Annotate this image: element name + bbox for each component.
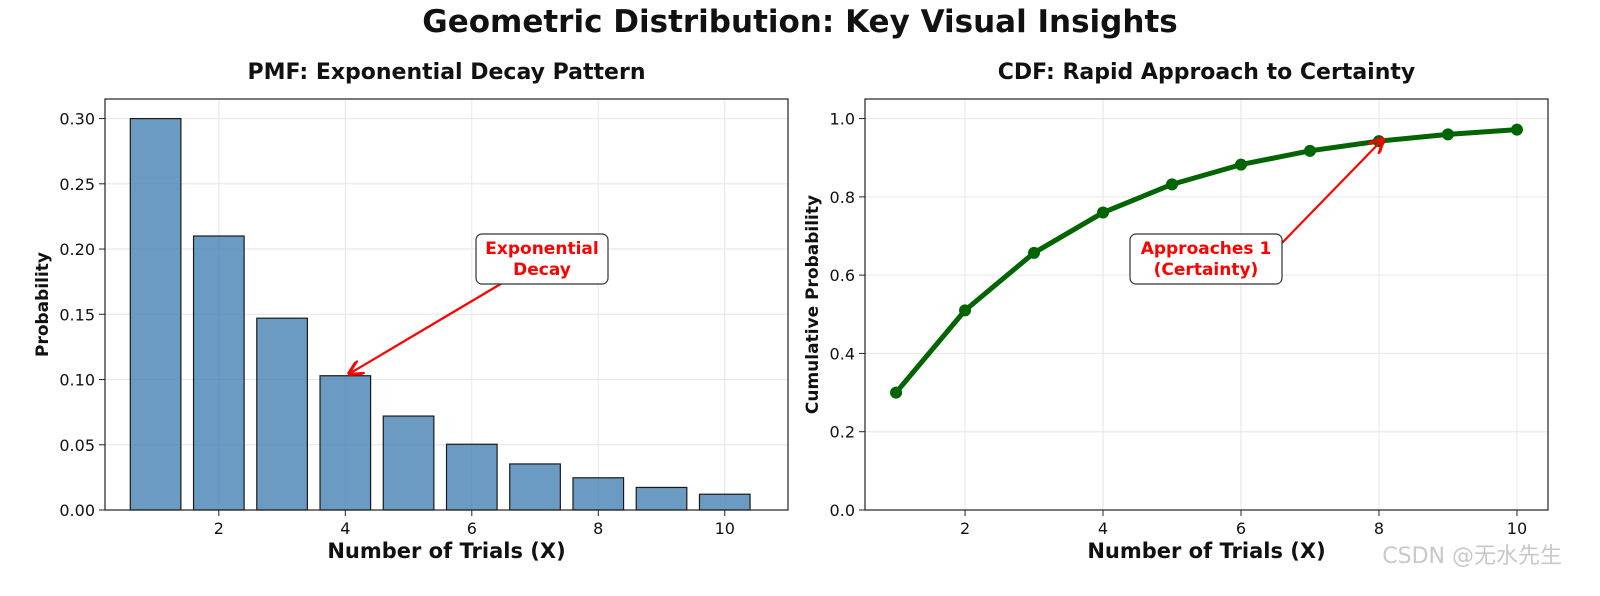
x-tick-label: 4 bbox=[1098, 519, 1108, 538]
chart-panel-cdf: CDF: Rapid Approach to Certainty 2 4 6 8 10 0.… bbox=[803, 60, 1549, 563]
annotation-text: Approaches 1 bbox=[1141, 239, 1272, 259]
y-tick-label: 0.2 bbox=[830, 423, 855, 442]
x-axis-label: Number of Trials (X) bbox=[1087, 539, 1325, 563]
y-tick-label: 0.30 bbox=[59, 110, 95, 129]
x-tick-label: 6 bbox=[467, 519, 477, 538]
x-tick-label: 10 bbox=[715, 519, 735, 538]
axes-frame bbox=[104, 98, 789, 511]
x-tick-label: 6 bbox=[1236, 519, 1246, 538]
annotation-box bbox=[1129, 233, 1283, 285]
watermark: CSDN @无水先生 bbox=[1382, 544, 1562, 569]
point-x1 bbox=[890, 386, 903, 399]
y-tick-label: 0.00 bbox=[59, 501, 95, 520]
y-tick-label: 0.4 bbox=[830, 344, 855, 363]
bar-x9 bbox=[635, 486, 688, 511]
y-axis-label: Cumulative Probability bbox=[803, 195, 823, 414]
bar-x4 bbox=[319, 375, 372, 511]
y-tick-label: 0.20 bbox=[59, 240, 95, 259]
chart-panel-pmf: PMF: Exponential Decay Pattern 2 4 6 8 10 0.00… bbox=[33, 60, 789, 563]
y-tick-label: 1.0 bbox=[830, 110, 855, 129]
bar-x5 bbox=[382, 415, 435, 511]
panel-title: CDF: Rapid Approach to Certainty bbox=[998, 60, 1416, 85]
annotation-text: (Certainty) bbox=[1154, 260, 1259, 280]
bar-x8 bbox=[572, 477, 625, 511]
y-axis-label: Probability bbox=[33, 252, 53, 357]
bar-x10 bbox=[698, 493, 751, 511]
main-title: Geometric Distribution: Key Visual Insig… bbox=[422, 4, 1178, 40]
bar-x2 bbox=[192, 235, 245, 511]
bar-x6 bbox=[445, 443, 498, 511]
point-x5 bbox=[1166, 178, 1179, 191]
y-tick-label: 0.10 bbox=[59, 371, 95, 390]
y-tick-label: 0.0 bbox=[830, 501, 855, 520]
annotation-box bbox=[475, 233, 609, 285]
point-x9 bbox=[1441, 128, 1454, 141]
annotation-text: Exponential bbox=[485, 239, 598, 259]
panel-title: PMF: Exponential Decay Pattern bbox=[248, 60, 646, 85]
cdf-line bbox=[894, 127, 1518, 395]
x-tick-label: 8 bbox=[1374, 519, 1384, 538]
annotation-text: Decay bbox=[513, 260, 571, 280]
point-x3 bbox=[1028, 246, 1041, 259]
bar-x7 bbox=[509, 463, 561, 511]
axes-frame bbox=[864, 98, 1549, 511]
point-x7 bbox=[1303, 144, 1316, 157]
x-tick-label: 2 bbox=[960, 519, 970, 538]
y-tick-label: 0.25 bbox=[59, 175, 95, 194]
annotation-arrow bbox=[349, 281, 505, 374]
y-tick-label: 0.8 bbox=[830, 188, 855, 207]
x-tick-label: 2 bbox=[214, 519, 224, 538]
point-x4 bbox=[1097, 206, 1110, 219]
point-x10 bbox=[1510, 123, 1523, 136]
x-axis-label: Number of Trials (X) bbox=[327, 539, 565, 563]
x-tick-label: 4 bbox=[340, 519, 350, 538]
x-tick-label: 10 bbox=[1507, 519, 1527, 538]
x-tick-label: 8 bbox=[593, 519, 603, 538]
point-x6 bbox=[1234, 158, 1247, 171]
y-tick-label: 0.15 bbox=[59, 305, 95, 324]
y-tick-label: 0.6 bbox=[830, 266, 855, 285]
point-x2 bbox=[959, 304, 972, 317]
y-tick-label: 0.05 bbox=[59, 436, 95, 455]
bar-x3 bbox=[256, 317, 308, 511]
bar-x1 bbox=[129, 117, 182, 511]
point-x8 bbox=[1372, 135, 1385, 148]
